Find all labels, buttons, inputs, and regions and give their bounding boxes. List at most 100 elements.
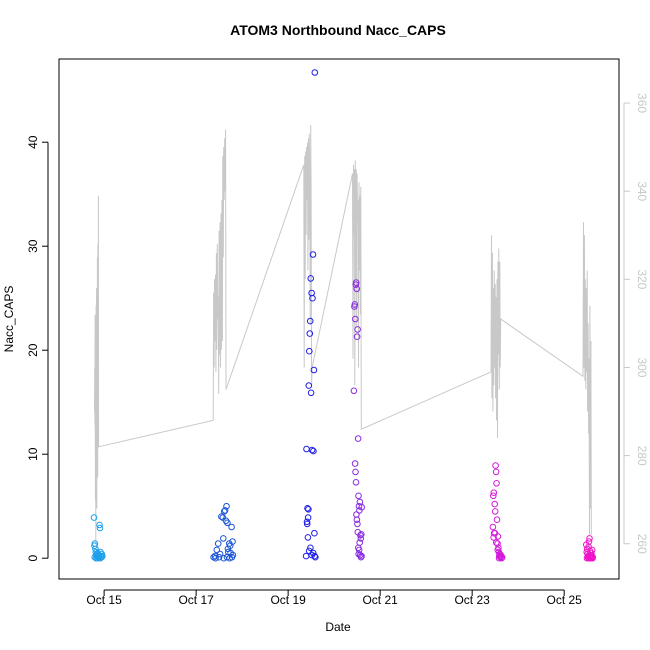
data-point <box>96 524 104 532</box>
data-point <box>229 538 236 545</box>
data-point <box>358 552 365 560</box>
data-point <box>96 554 104 562</box>
data-point <box>352 468 359 476</box>
data-point <box>312 553 319 561</box>
data-point <box>311 552 318 560</box>
data-point <box>307 275 315 282</box>
data-point <box>498 553 506 561</box>
y-tick-label: 20 <box>26 343 40 357</box>
data-point <box>585 554 593 562</box>
data-point <box>489 523 497 531</box>
data-point <box>306 347 313 355</box>
y-tick-label: 0 <box>26 555 40 562</box>
data-point <box>98 553 105 561</box>
right-y-tick-label: 260 <box>635 534 649 554</box>
data-point <box>311 69 319 76</box>
data-point <box>354 520 361 528</box>
right-y-tick-label: 280 <box>635 446 649 466</box>
right-y-tick-label: 320 <box>635 269 649 289</box>
right-y-tick-label: 300 <box>635 357 649 377</box>
data-point <box>494 540 501 547</box>
data-point <box>350 387 358 395</box>
data-point <box>358 531 365 538</box>
data-point <box>493 516 501 524</box>
data-point <box>352 479 360 486</box>
y-tick-label: 40 <box>26 135 40 149</box>
data-point <box>492 462 499 469</box>
data-point <box>588 546 596 554</box>
data-point <box>214 540 222 547</box>
data-point <box>589 554 596 562</box>
data-point <box>213 546 221 554</box>
right-y-tick-label: 340 <box>635 181 649 201</box>
data-point <box>490 492 497 500</box>
data-point <box>302 552 310 560</box>
data-point <box>212 554 219 562</box>
data-point <box>492 468 500 476</box>
right-axis-line-layer <box>94 125 592 544</box>
x-tick-label: Oct 25 <box>546 593 582 607</box>
x-axis-label: Date <box>325 620 351 634</box>
data-point <box>354 435 362 442</box>
data-point <box>490 489 498 497</box>
data-point <box>351 460 359 467</box>
x-tick-label: Oct 15 <box>86 593 122 607</box>
point-group-3 <box>302 69 319 561</box>
data-point <box>303 518 311 526</box>
x-tick-label: Oct 23 <box>454 593 490 607</box>
plot-frame <box>58 58 620 580</box>
data-point <box>220 508 228 515</box>
data-point <box>221 507 229 514</box>
data-point <box>494 546 502 554</box>
data-point <box>90 514 98 521</box>
data-point <box>304 514 312 521</box>
data-point <box>228 523 235 531</box>
data-point <box>356 539 364 546</box>
data-point <box>491 500 499 508</box>
data-point <box>304 534 312 541</box>
data-point <box>586 553 594 561</box>
data-point <box>353 516 361 524</box>
data-point <box>218 513 225 520</box>
x-axis: Oct 15 Oct 17 Oct 19 Oct 21 Oct 23 Oct 25 <box>86 589 582 607</box>
data-point <box>491 529 499 537</box>
data-point <box>95 553 103 561</box>
data-point <box>352 315 359 323</box>
data-point <box>224 519 231 527</box>
point-group-2 <box>210 502 237 562</box>
data-point <box>223 502 230 510</box>
data-point <box>94 554 101 562</box>
data-point <box>353 333 361 341</box>
data-point <box>220 535 227 542</box>
data-point <box>309 251 317 258</box>
data-point <box>493 539 500 546</box>
data-point <box>96 521 103 529</box>
data-point <box>353 285 361 293</box>
point-group-5 <box>489 462 506 562</box>
data-point <box>352 279 360 286</box>
data-point <box>311 529 318 537</box>
data-point <box>490 534 497 541</box>
data-point <box>303 445 310 453</box>
x-tick-label: Oct 21 <box>362 593 398 607</box>
data-point <box>216 550 224 558</box>
data-point <box>306 330 314 337</box>
data-point <box>357 535 365 542</box>
data-point <box>303 520 311 528</box>
y-axis: 0 10 20 30 40 <box>26 135 49 562</box>
data-point <box>310 366 318 374</box>
y-tick-label: 10 <box>26 447 40 461</box>
data-point <box>351 301 359 308</box>
data-point <box>358 503 366 511</box>
x-tick-label: Oct 17 <box>178 593 214 607</box>
data-point <box>305 506 312 513</box>
data-point <box>304 505 311 512</box>
data-point <box>586 535 593 542</box>
data-point <box>309 294 316 302</box>
data-point <box>495 554 503 562</box>
data-point <box>354 326 361 333</box>
data-point <box>354 528 362 536</box>
right-y-tick-label: 360 <box>635 93 649 113</box>
data-point <box>228 553 236 561</box>
data-point <box>355 492 362 500</box>
